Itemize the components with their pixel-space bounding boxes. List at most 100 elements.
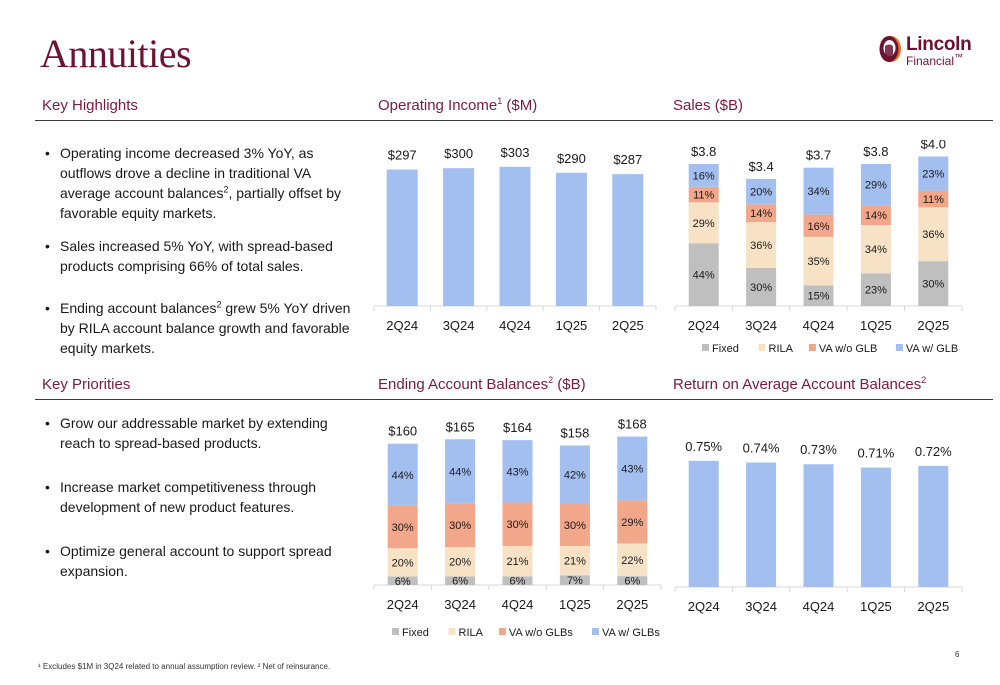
segment-label: 6% [624, 576, 640, 588]
legend-label: Fixed [712, 343, 739, 355]
total-label: $164 [503, 420, 532, 435]
segment-label: 44% [392, 470, 414, 482]
bar-segment-fixed [688, 243, 719, 306]
segment-label: 23% [922, 169, 944, 181]
segment-label: 20% [392, 557, 414, 569]
segment-label: 14% [750, 208, 772, 220]
lincoln-financial-logo: Lincoln Financial™ [878, 34, 988, 70]
total-label: $3.7 [806, 148, 831, 163]
logo-subwordmark: Financial™ [906, 52, 964, 69]
bar [688, 460, 719, 587]
bar-segment-va-w-glbs [387, 443, 418, 506]
bar [918, 465, 949, 587]
segment-label: 21% [506, 556, 528, 568]
segment-label: 29% [693, 218, 715, 230]
logo-wordmark: Lincoln [906, 34, 972, 55]
segment-label: 30% [564, 520, 586, 532]
footnote: ¹ Excludes $1M in 3Q24 related to annual… [38, 662, 331, 671]
bar-segment-va-w-glbs [617, 436, 648, 501]
x-tick-label: 2Q24 [688, 318, 720, 333]
x-tick-label: 1Q25 [860, 599, 892, 614]
bar-segment-va-w-o-glbs [445, 503, 476, 548]
bar-segment-fixed [860, 273, 891, 306]
segment-label: 21% [564, 556, 586, 568]
legend-swatch [758, 344, 766, 351]
legend-label: RILA [769, 343, 794, 355]
legend-swatch [392, 628, 399, 635]
bar-segment-va-w-o-glbs [617, 500, 648, 544]
x-tick-label: 4Q24 [803, 599, 835, 614]
data-label: $290 [557, 151, 586, 166]
key-highlights-heading: Key Highlights [42, 97, 138, 114]
x-tick-label: 4Q24 [502, 597, 534, 612]
bar-segment-va-w-o-glbs [502, 502, 533, 546]
legend-label: VA w/o GLB [819, 343, 878, 355]
section-divider-bottom [35, 399, 993, 400]
bar-segment-va-w-o-glb [803, 214, 834, 237]
priority-item: Grow our addressable market by extending… [45, 413, 363, 453]
ending-balances-heading: Ending Account Balances2 ($B) [378, 375, 586, 394]
data-label: $303 [501, 145, 530, 160]
bar [612, 174, 644, 306]
legend-swatch [895, 344, 903, 351]
priority-item: Increase market competitiveness through … [45, 477, 363, 517]
segment-label: 43% [621, 464, 643, 476]
x-tick-label: 1Q25 [555, 318, 587, 333]
bar-segment-va-w-o-glbs [559, 504, 590, 546]
segment-label: 34% [865, 244, 887, 256]
x-tick-label: 1Q25 [559, 597, 591, 612]
segment-label: 16% [693, 170, 715, 182]
x-tick-label: 2Q25 [612, 318, 644, 333]
segment-label: 30% [449, 520, 471, 532]
lincoln-portrait-icon [879, 36, 901, 62]
bar-segment-va-w-glbs [502, 440, 533, 503]
priority-item: Optimize general account to support spre… [45, 541, 363, 581]
total-label: $158 [560, 425, 589, 440]
total-label: $3.8 [691, 144, 716, 159]
bar [860, 467, 891, 587]
bar-segment-va-w-o-glb [746, 204, 777, 223]
operating-income-heading: Operating Income1 ($M) [378, 96, 538, 115]
key-priorities-list: Grow our addressable market by extending… [45, 413, 363, 581]
x-tick-label: 3Q24 [745, 318, 777, 333]
segment-label: 29% [865, 180, 887, 192]
segment-label: 34% [807, 186, 829, 198]
total-label: $4.0 [921, 140, 946, 151]
bar [555, 172, 587, 306]
x-tick-label: 3Q24 [745, 599, 777, 614]
segment-label: 44% [449, 466, 471, 478]
bar-segment-rila [746, 222, 777, 268]
segment-label: 20% [449, 557, 471, 569]
legend-label: Fixed [402, 627, 429, 639]
sales-heading: Sales ($B) [673, 97, 744, 114]
legend-swatch [592, 628, 599, 635]
segment-label: 11% [693, 189, 714, 201]
bar-segment-va-w-glb [918, 156, 949, 191]
x-tick-label: 3Q24 [443, 318, 475, 333]
segment-label: 11% [923, 194, 944, 206]
return-chart: 2Q24 3Q24 4Q24 1Q25 2Q25 0.75% 0.74% 0.73% 0.71%… [674, 439, 963, 614]
total-label: $165 [446, 419, 475, 434]
segment-label: 6% [395, 576, 411, 588]
return-heading: Return on Average Account Balances2 [673, 375, 927, 394]
section-divider-top [35, 120, 993, 121]
x-tick-label: 2Q25 [917, 318, 949, 333]
segment-label: 15% [807, 291, 829, 303]
segment-label: 30% [506, 519, 528, 531]
bar-segment-fixed [445, 576, 476, 585]
bar-segment-va-w-o-glb [688, 186, 719, 203]
bar-segment-fixed [803, 285, 834, 306]
legend-swatch [808, 344, 816, 351]
x-tick-label: 4Q24 [803, 318, 835, 333]
segment-label: 6% [510, 576, 526, 588]
segment-label: 16% [807, 221, 829, 233]
bar-segment-rila [860, 225, 891, 274]
bar-segment-fixed [502, 576, 533, 585]
total-label: $160 [388, 424, 417, 439]
x-tick-label: 4Q24 [499, 318, 531, 333]
bar [386, 169, 418, 306]
bar-segment-rila [918, 207, 949, 262]
data-label: 0.75% [685, 439, 722, 454]
bar-segment-rila [445, 547, 476, 577]
data-label: 0.73% [800, 442, 837, 457]
